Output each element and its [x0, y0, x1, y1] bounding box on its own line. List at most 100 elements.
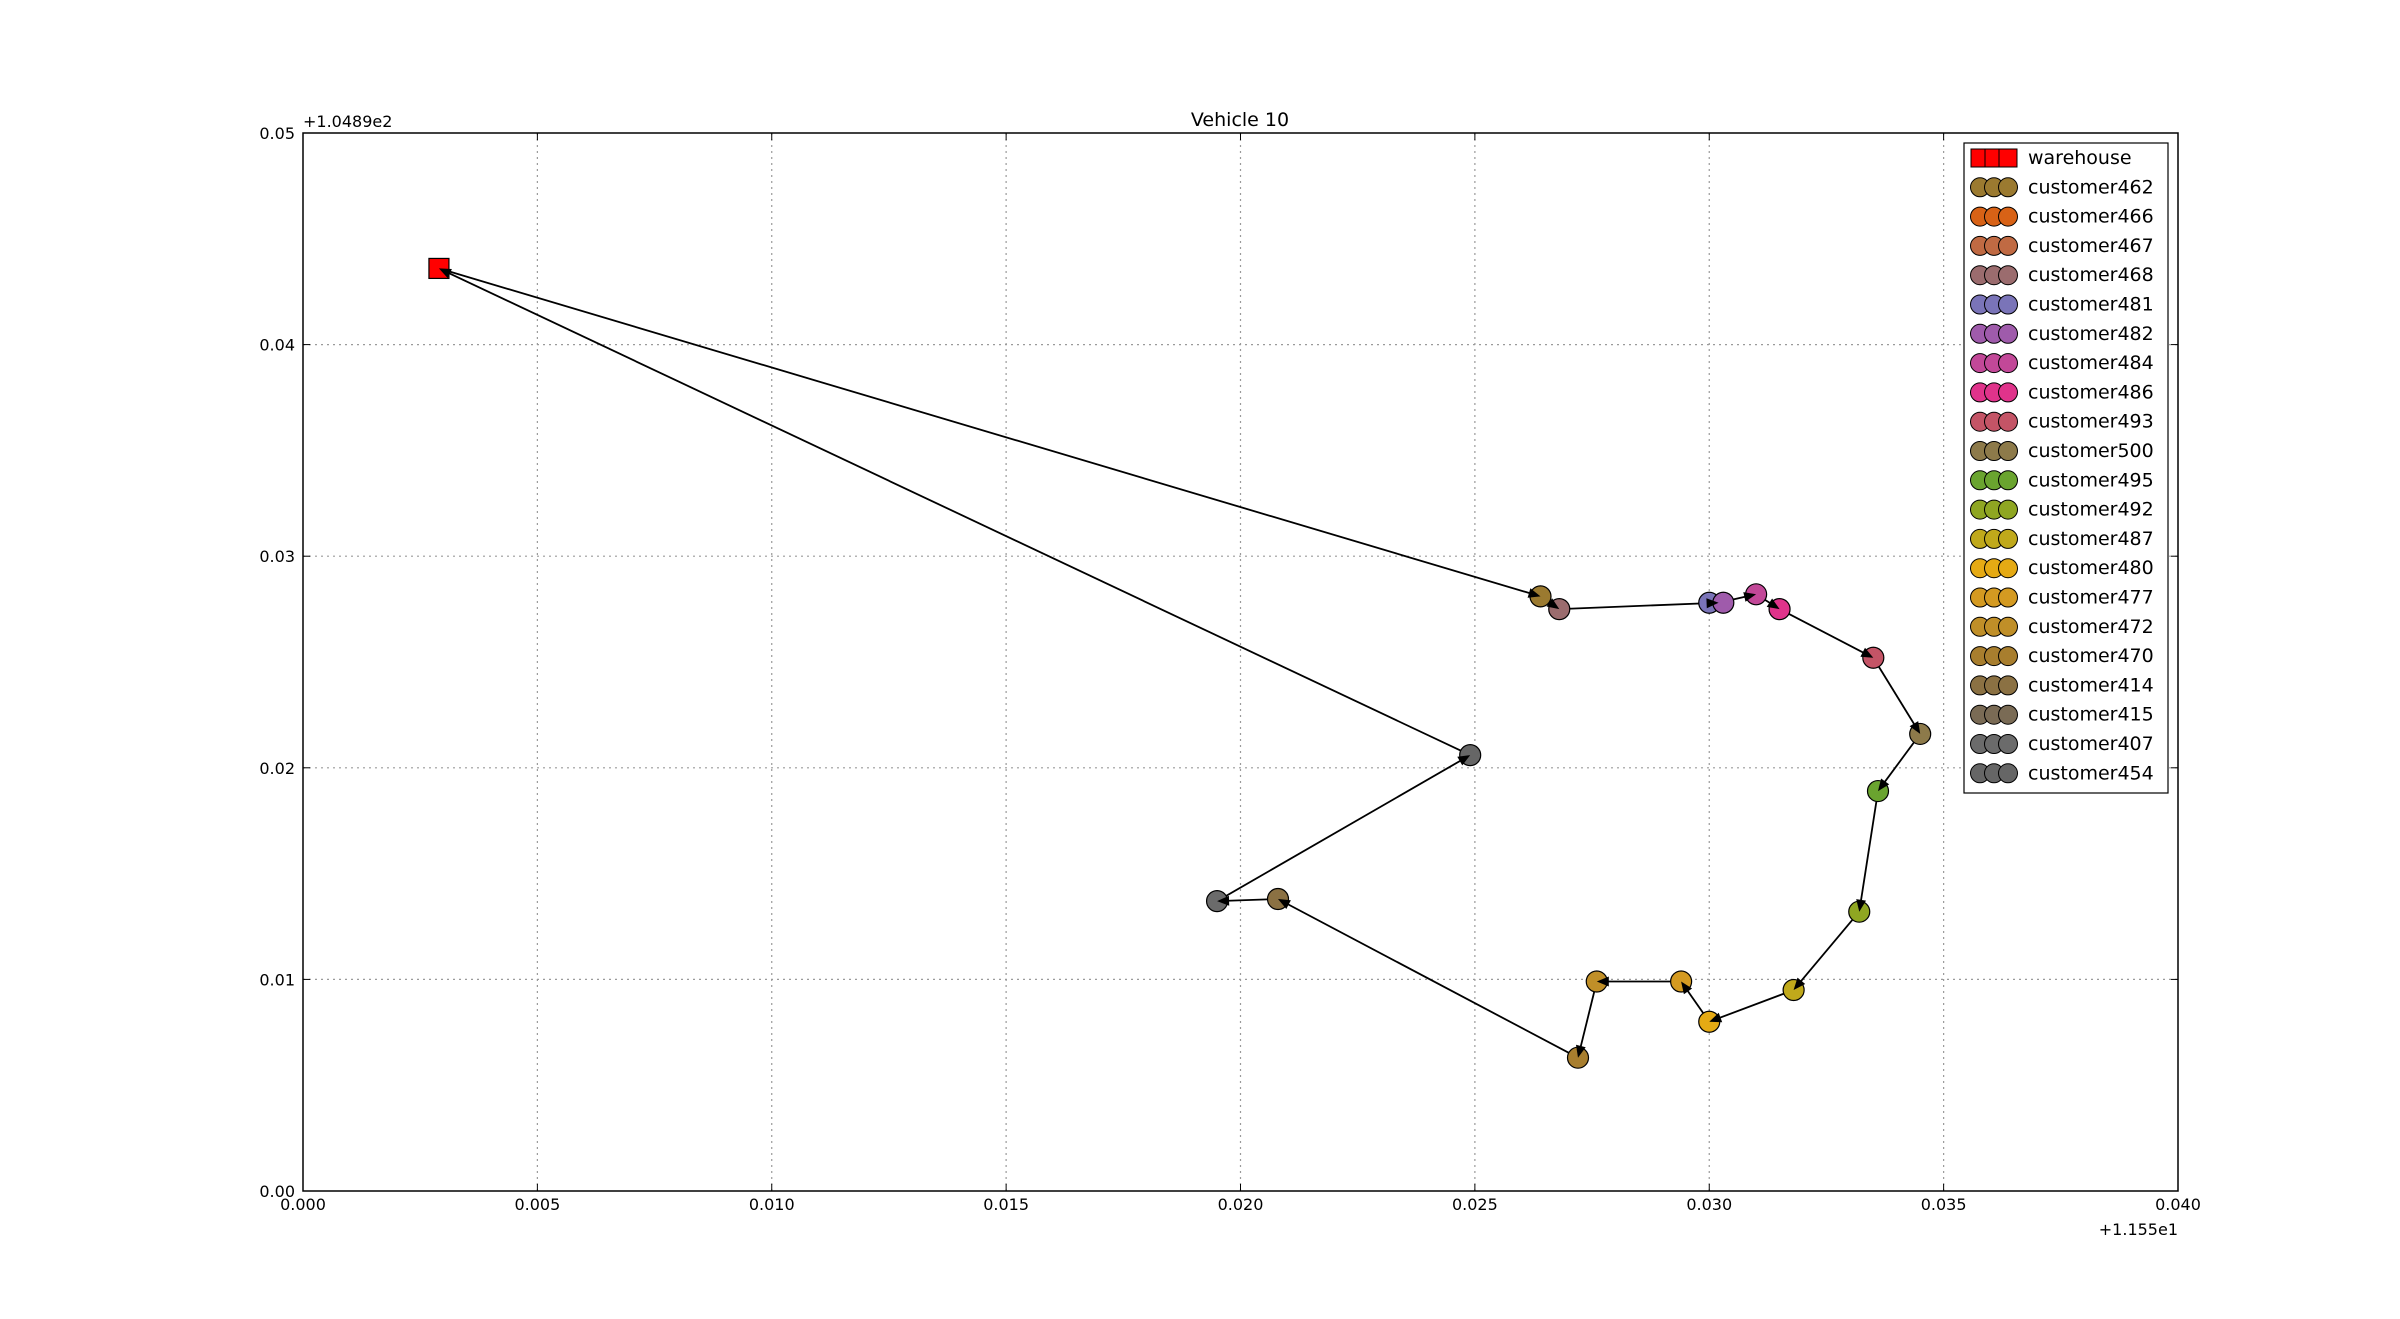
marker-layer [428, 257, 1932, 1069]
legend-square-icon [1998, 148, 2018, 168]
x-tick-label: 0.010 [749, 1195, 795, 1214]
legend-circle-icon [1998, 441, 2018, 461]
route-arrowhead [1766, 598, 1780, 610]
legend-entry: customer468 [1970, 264, 2154, 286]
legend-label: customer486 [2028, 381, 2154, 403]
legend-label: customer467 [2028, 235, 2154, 257]
legend-entry: customer487 [1970, 528, 2154, 550]
legend-entry: customer467 [1970, 235, 2154, 257]
route-segment [438, 267, 1471, 756]
route-arrowhead [1909, 721, 1921, 734]
route-layer [438, 267, 1921, 1059]
y-tick-label: 0.02 [259, 759, 295, 778]
legend-entry: customer480 [1970, 557, 2154, 579]
route-segment [1216, 754, 1471, 902]
route-arrowhead [1596, 976, 1609, 987]
legend-entry: customer415 [1970, 704, 2154, 726]
route-arrowhead [1527, 588, 1541, 598]
y-offset-label: +1.0489e2 [303, 112, 392, 131]
legend-label: customer462 [2028, 176, 2154, 198]
legend-entry: customer486 [1970, 381, 2154, 403]
route-arrowhead [1576, 1044, 1586, 1058]
legend-circle-icon [1998, 646, 2018, 667]
legend-circle-icon [1998, 675, 2018, 696]
x-tick-label: 0.030 [1686, 1195, 1732, 1214]
legend-entry: customer466 [1970, 206, 2154, 228]
legend-circle-icon [1998, 734, 2018, 754]
legend-label: customer484 [2028, 352, 2154, 374]
legend-circle-icon [1998, 323, 2018, 344]
legend-entry: customer414 [1970, 674, 2154, 696]
route-arrowhead [1546, 598, 1560, 610]
route-arrowhead [438, 268, 452, 279]
legend-entry: customer472 [1970, 616, 2154, 638]
legend-circle-icon [1998, 294, 2018, 315]
legend-entry: customer482 [1970, 323, 2154, 345]
legend-label: customer466 [2028, 206, 2154, 228]
x-tick-label: 0.035 [1921, 1195, 1967, 1214]
legend-entry: customer484 [1970, 352, 2154, 374]
legend-label: customer470 [2028, 645, 2154, 667]
legend-circle-icon [1998, 235, 2018, 256]
route-arrowhead [1681, 981, 1693, 995]
route-segment [1708, 989, 1794, 1023]
route-segment [1559, 601, 1719, 610]
legend-circle-icon [1998, 382, 2018, 403]
route-arrowhead [1709, 1012, 1723, 1023]
legend-label: customer415 [2028, 704, 2154, 726]
route-segment [1277, 898, 1579, 1059]
legend-entry: customer477 [1970, 587, 2154, 609]
route-arrowhead [1856, 899, 1866, 912]
route-arrowhead [1793, 977, 1806, 990]
legend-label: customer472 [2028, 616, 2154, 638]
legend-circle-icon [1998, 470, 2018, 491]
legend: warehouse customer462 customer466 customer4… [1963, 142, 2169, 794]
route-segment [1779, 608, 1874, 659]
legend-entry: customer462 [1970, 176, 2154, 198]
legend-entry: customer500 [1970, 440, 2154, 462]
legend-entry: customer407 [1970, 733, 2154, 755]
legend-circle-icon [1998, 763, 2018, 784]
y-tick-label: 0.00 [259, 1182, 295, 1201]
x-tick-label: 0.015 [983, 1195, 1029, 1214]
y-tick-label: 0.05 [259, 124, 295, 143]
route-segment [1792, 911, 1860, 991]
route-segment [1872, 657, 1921, 735]
legend-circle-icon [1998, 616, 2018, 637]
legend-label: customer493 [2028, 411, 2154, 433]
grid-layer [303, 133, 2178, 1191]
legend-circle-icon [1998, 353, 2018, 374]
y-tick-label: 0.03 [259, 547, 295, 566]
legend-label: customer482 [2028, 323, 2154, 345]
tick-layer: 0.000 0.005 0.010 0.015 0.020 0.025 0.030 0.035… [259, 124, 2201, 1214]
route-segment [438, 267, 1541, 598]
legend-label: customer414 [2028, 674, 2154, 696]
legend-entry: customer481 [1970, 294, 2154, 316]
legend-label: customer500 [2028, 440, 2154, 462]
legend-circle-icon [1998, 265, 2018, 286]
y-tick-label: 0.04 [259, 336, 295, 355]
x-tick-label: 0.025 [1452, 1195, 1498, 1214]
x-tick-label: 0.005 [514, 1195, 560, 1214]
legend-label: customer495 [2028, 469, 2154, 491]
legend-label: customer492 [2028, 499, 2154, 521]
x-offset-label: +1.155e1 [2099, 1220, 2178, 1239]
x-tick-label: 0.040 [2155, 1195, 2201, 1214]
route-arrowhead [1217, 895, 1230, 906]
y-tick-label: 0.01 [259, 970, 295, 989]
x-tick-label: 0.000 [280, 1195, 326, 1214]
route-arrowhead [1878, 778, 1890, 792]
legend-entry: warehouse [1970, 147, 2132, 169]
legend-circle-icon [1998, 177, 2018, 198]
route-arrowhead [1278, 899, 1291, 909]
legend-label: warehouse [2028, 147, 2132, 169]
route-arrowhead [1743, 592, 1757, 602]
route-arrowhead [1860, 647, 1874, 658]
route-arrowhead [1706, 598, 1719, 609]
legend-circle-icon [1998, 411, 2018, 432]
legend-entry: customer493 [1970, 411, 2154, 433]
legend-circle-icon [1998, 558, 2018, 579]
legend-circle-icon [1998, 206, 2018, 227]
